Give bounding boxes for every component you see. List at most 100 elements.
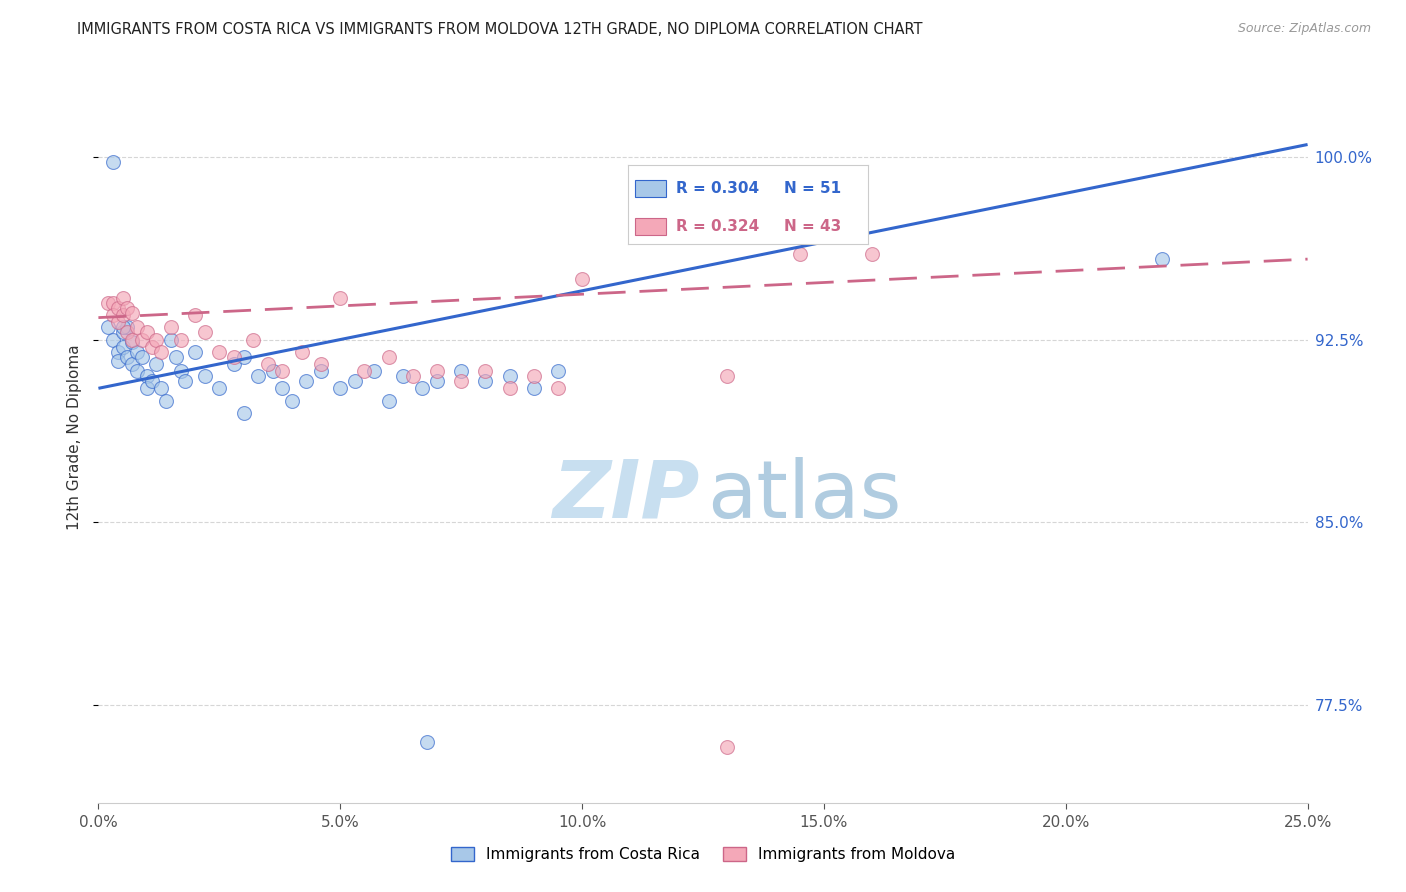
Legend: Immigrants from Costa Rica, Immigrants from Moldova: Immigrants from Costa Rica, Immigrants f…	[444, 841, 962, 868]
Immigrants from Moldova	[117, 325, 139, 339]
Immigrants from Moldova	[402, 369, 425, 384]
Immigrants from Costa Rica	[135, 369, 157, 384]
Immigrants from Moldova	[256, 357, 278, 371]
Immigrants from Moldova	[101, 308, 124, 322]
Immigrants from Moldova	[290, 344, 312, 359]
Text: R = 0.324: R = 0.324	[676, 219, 759, 234]
Bar	[636, 218, 666, 235]
Immigrants from Moldova	[145, 333, 167, 347]
Immigrants from Costa Rica	[523, 381, 546, 395]
Immigrants from Costa Rica	[329, 381, 352, 395]
Immigrants from Costa Rica	[262, 364, 284, 378]
Immigrants from Moldova	[135, 325, 157, 339]
Immigrants from Moldova	[426, 364, 449, 378]
Immigrants from Moldova	[141, 340, 163, 354]
Text: IMMIGRANTS FROM COSTA RICA VS IMMIGRANTS FROM MOLDOVA 12TH GRADE, NO DIPLOMA COR: IMMIGRANTS FROM COSTA RICA VS IMMIGRANTS…	[77, 22, 922, 37]
Immigrants from Costa Rica	[107, 344, 129, 359]
Immigrants from Moldova	[474, 364, 496, 378]
Bar	[636, 179, 666, 197]
Immigrants from Costa Rica	[107, 354, 129, 368]
Immigrants from Moldova	[353, 364, 375, 378]
Immigrants from Costa Rica	[271, 381, 294, 395]
Immigrants from Costa Rica	[111, 325, 134, 339]
Immigrants from Costa Rica	[121, 357, 143, 371]
Immigrants from Costa Rica	[281, 393, 304, 408]
Immigrants from Moldova	[309, 357, 332, 371]
Immigrants from Moldova	[111, 291, 134, 305]
Immigrants from Moldova	[329, 291, 352, 305]
Immigrants from Moldova	[127, 320, 149, 334]
Immigrants from Costa Rica	[309, 364, 332, 378]
Text: atlas: atlas	[707, 457, 901, 534]
Y-axis label: 12th Grade, No Diploma: 12th Grade, No Diploma	[67, 344, 83, 530]
Immigrants from Costa Rica	[135, 381, 157, 395]
Immigrants from Moldova	[131, 333, 153, 347]
Immigrants from Moldova	[194, 325, 217, 339]
Immigrants from Costa Rica	[174, 374, 197, 388]
Immigrants from Costa Rica	[165, 350, 187, 364]
Immigrants from Costa Rica	[377, 393, 399, 408]
Immigrants from Moldova	[716, 369, 738, 384]
Immigrants from Costa Rica	[498, 369, 520, 384]
Immigrants from Costa Rica	[450, 364, 472, 378]
Immigrants from Costa Rica	[169, 364, 191, 378]
Immigrants from Costa Rica	[155, 393, 177, 408]
Immigrants from Costa Rica	[121, 334, 143, 349]
Immigrants from Costa Rica	[208, 381, 231, 395]
Immigrants from Costa Rica	[295, 374, 318, 388]
Immigrants from Moldova	[523, 369, 546, 384]
Text: R = 0.304: R = 0.304	[676, 181, 759, 196]
Immigrants from Costa Rica	[184, 344, 207, 359]
Immigrants from Costa Rica	[392, 369, 415, 384]
Immigrants from Moldova	[789, 247, 811, 261]
Immigrants from Costa Rica	[474, 374, 496, 388]
Immigrants from Moldova	[242, 333, 264, 347]
Immigrants from Moldova	[111, 308, 134, 322]
Immigrants from Costa Rica	[141, 374, 163, 388]
Immigrants from Moldova	[222, 350, 245, 364]
Immigrants from Moldova	[107, 316, 129, 330]
Immigrants from Moldova	[169, 333, 191, 347]
Immigrants from Moldova	[117, 301, 139, 315]
Immigrants from Moldova	[150, 344, 173, 359]
Immigrants from Moldova	[450, 374, 472, 388]
Immigrants from Costa Rica	[416, 735, 439, 749]
Text: Source: ZipAtlas.com: Source: ZipAtlas.com	[1237, 22, 1371, 36]
Immigrants from Moldova	[377, 350, 399, 364]
Immigrants from Moldova	[271, 364, 294, 378]
Immigrants from Costa Rica	[127, 364, 149, 378]
Immigrants from Costa Rica	[117, 350, 139, 364]
Immigrants from Costa Rica	[101, 154, 124, 169]
Immigrants from Costa Rica	[160, 333, 183, 347]
Immigrants from Moldova	[101, 296, 124, 310]
Text: ZIP: ZIP	[553, 457, 699, 534]
Immigrants from Costa Rica	[97, 320, 120, 334]
Immigrants from Costa Rica	[247, 369, 270, 384]
Immigrants from Costa Rica	[232, 406, 254, 420]
Immigrants from Costa Rica	[145, 357, 167, 371]
Immigrants from Moldova	[97, 296, 120, 310]
Immigrants from Moldova	[716, 739, 738, 754]
Text: N = 43: N = 43	[783, 219, 841, 234]
Immigrants from Costa Rica	[426, 374, 449, 388]
Text: N = 51: N = 51	[783, 181, 841, 196]
Immigrants from Costa Rica	[343, 374, 366, 388]
Immigrants from Moldova	[121, 333, 143, 347]
Immigrants from Costa Rica	[117, 320, 139, 334]
Immigrants from Costa Rica	[101, 333, 124, 347]
Immigrants from Moldova	[208, 344, 231, 359]
Immigrants from Moldova	[860, 247, 883, 261]
Immigrants from Moldova	[184, 308, 207, 322]
Immigrants from Costa Rica	[363, 364, 385, 378]
Immigrants from Costa Rica	[232, 350, 254, 364]
Immigrants from Costa Rica	[150, 381, 173, 395]
Immigrants from Moldova	[547, 381, 569, 395]
Immigrants from Costa Rica	[547, 364, 569, 378]
Immigrants from Costa Rica	[111, 340, 134, 354]
Immigrants from Costa Rica	[1152, 252, 1174, 266]
Immigrants from Costa Rica	[127, 344, 149, 359]
Immigrants from Moldova	[121, 306, 143, 320]
Immigrants from Moldova	[571, 271, 593, 285]
Immigrants from Costa Rica	[222, 357, 245, 371]
Immigrants from Costa Rica	[111, 320, 134, 334]
